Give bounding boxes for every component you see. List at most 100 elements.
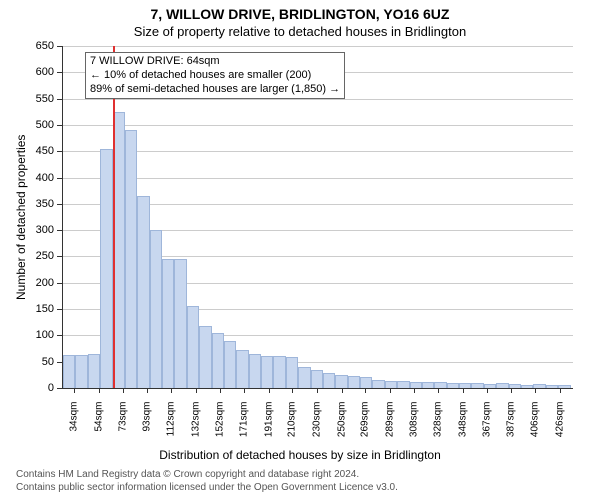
x-tick-mark	[390, 388, 391, 393]
footer-line-1: Contains HM Land Registry data © Crown c…	[16, 468, 359, 481]
x-tick-mark	[147, 388, 148, 393]
gridline	[63, 46, 573, 47]
y-tick-label: 300	[24, 224, 54, 236]
x-tick-label: 191sqm	[263, 402, 274, 452]
x-tick-label: 73sqm	[117, 402, 128, 452]
x-tick-label: 367sqm	[481, 402, 492, 452]
histogram-bar	[311, 370, 323, 388]
title-line-1: 7, WILLOW DRIVE, BRIDLINGTON, YO16 6UZ	[0, 6, 600, 22]
x-tick-mark	[317, 388, 318, 393]
histogram-bar	[459, 383, 471, 388]
y-tick-label: 600	[24, 66, 54, 78]
x-tick-mark	[511, 388, 512, 393]
x-tick-label: 230sqm	[312, 402, 323, 452]
histogram-bar	[385, 381, 397, 388]
histogram-bar	[137, 196, 149, 388]
histogram-bar	[410, 382, 422, 388]
histogram-bar	[298, 367, 310, 388]
histogram-bar	[422, 382, 434, 388]
y-axis-label: Number of detached properties	[14, 135, 28, 300]
y-tick-label: 350	[24, 198, 54, 210]
y-tick-label: 250	[24, 250, 54, 262]
x-tick-label: 387sqm	[506, 402, 517, 452]
annotation-line-2: ← 10% of detached houses are smaller (20…	[90, 69, 340, 83]
x-tick-mark	[414, 388, 415, 393]
x-tick-label: 112sqm	[165, 402, 176, 452]
y-tick-label: 650	[24, 40, 54, 52]
histogram-bar	[125, 130, 137, 388]
histogram-bar	[273, 356, 285, 388]
x-tick-label: 152sqm	[215, 402, 226, 452]
x-tick-label: 308sqm	[408, 402, 419, 452]
x-tick-mark	[560, 388, 561, 393]
x-tick-label: 328sqm	[433, 402, 444, 452]
y-tick-label: 450	[24, 145, 54, 157]
x-tick-mark	[74, 388, 75, 393]
histogram-bar	[187, 306, 199, 388]
x-axis-label: Distribution of detached houses by size …	[0, 448, 600, 462]
histogram-bar	[75, 355, 87, 388]
gridline	[63, 151, 573, 152]
x-tick-mark	[535, 388, 536, 393]
histogram-bar	[261, 356, 273, 388]
x-tick-label: 132sqm	[190, 402, 201, 452]
histogram-bar	[224, 341, 236, 388]
gridline	[63, 125, 573, 126]
histogram-bar	[212, 333, 224, 388]
x-tick-label: 171sqm	[238, 402, 249, 452]
histogram-bar	[335, 375, 347, 388]
x-tick-mark	[365, 388, 366, 393]
histogram-bar	[546, 385, 558, 388]
title-line-2: Size of property relative to detached ho…	[0, 24, 600, 39]
histogram-bar	[434, 382, 446, 388]
x-tick-mark	[292, 388, 293, 393]
x-tick-label: 426sqm	[554, 402, 565, 452]
x-tick-label: 54sqm	[94, 402, 105, 452]
histogram-bar	[360, 377, 372, 388]
histogram-bar	[372, 380, 384, 388]
y-tick-label: 550	[24, 93, 54, 105]
histogram-bar	[199, 326, 211, 388]
histogram-bar	[323, 373, 335, 388]
annotation-box: 7 WILLOW DRIVE: 64sqm ← 10% of detached …	[85, 52, 345, 99]
x-tick-label: 289sqm	[385, 402, 396, 452]
histogram-bar	[88, 354, 100, 388]
x-tick-mark	[244, 388, 245, 393]
x-tick-mark	[220, 388, 221, 393]
histogram-bar	[100, 149, 112, 388]
x-tick-label: 406sqm	[529, 402, 540, 452]
y-tick-label: 100	[24, 329, 54, 341]
footer-line-2: Contains public sector information licen…	[16, 481, 398, 494]
histogram-bar	[150, 230, 162, 388]
histogram-bar	[286, 357, 298, 388]
x-tick-label: 210sqm	[287, 402, 298, 452]
y-tick-label: 50	[24, 356, 54, 368]
histogram-bar	[348, 376, 360, 388]
histogram-bar	[249, 354, 261, 388]
x-tick-mark	[342, 388, 343, 393]
histogram-bar	[521, 385, 533, 388]
chart-container: 7, WILLOW DRIVE, BRIDLINGTON, YO16 6UZ S…	[0, 0, 600, 500]
histogram-bar	[63, 355, 75, 388]
x-tick-mark	[269, 388, 270, 393]
histogram-bar	[397, 381, 409, 388]
histogram-bar	[236, 350, 248, 388]
y-tick-label: 150	[24, 303, 54, 315]
x-tick-label: 269sqm	[360, 402, 371, 452]
histogram-bar	[174, 259, 186, 388]
x-tick-mark	[463, 388, 464, 393]
x-tick-label: 93sqm	[142, 402, 153, 452]
y-tick-label: 400	[24, 172, 54, 184]
x-tick-label: 34sqm	[69, 402, 80, 452]
x-tick-label: 348sqm	[458, 402, 469, 452]
x-tick-mark	[196, 388, 197, 393]
x-tick-mark	[123, 388, 124, 393]
annotation-line-1: 7 WILLOW DRIVE: 64sqm	[90, 55, 340, 69]
y-tick-label: 200	[24, 277, 54, 289]
gridline	[63, 178, 573, 179]
histogram-bar	[471, 383, 483, 388]
y-tick-label: 0	[24, 382, 54, 394]
histogram-bar	[496, 383, 508, 388]
x-tick-mark	[438, 388, 439, 393]
x-tick-label: 250sqm	[336, 402, 347, 452]
